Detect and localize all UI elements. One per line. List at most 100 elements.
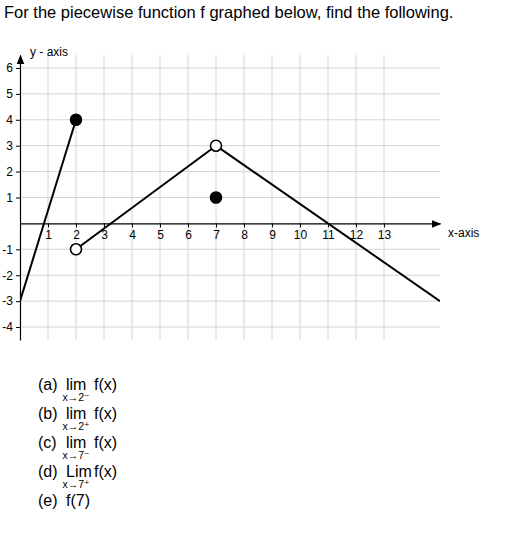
tick-label: 7 <box>213 228 220 242</box>
question-label: (b) <box>38 405 58 422</box>
grid-line-y <box>20 119 440 120</box>
tick-mark <box>16 94 20 95</box>
tick-mark <box>16 172 20 173</box>
y-axis-title: y - axis <box>30 45 68 59</box>
expression: f(x) <box>94 434 117 451</box>
title: For the piecewise function f graphed bel… <box>4 3 453 21</box>
tick-label: 5 <box>157 228 164 242</box>
tick: -3 <box>2 294 20 308</box>
tick-mark <box>384 223 385 227</box>
tick-mark <box>160 223 161 227</box>
plot-area <box>20 114 440 301</box>
tick-label: 8 <box>241 228 248 242</box>
question-label: (e) <box>38 492 58 509</box>
tick-label: -3 <box>2 294 13 308</box>
tick-label: 2 <box>73 228 80 242</box>
x-axis-title: x-axis <box>448 226 479 240</box>
tick-mark <box>356 223 357 227</box>
tick-mark <box>272 223 273 227</box>
grid-line-y <box>20 249 440 250</box>
tick-label: 10 <box>294 228 308 242</box>
y-axis: -4 -3 -2 -1 1 2 3 4 5 6 <box>2 56 20 341</box>
tick-label: 4 <box>6 113 13 127</box>
closed-point <box>211 192 222 203</box>
tick: -1 <box>2 243 20 257</box>
expression: f(7) <box>66 492 90 509</box>
open-point <box>211 140 222 151</box>
tick: 4 <box>6 113 20 127</box>
expression: f(x) <box>94 405 117 422</box>
grid-line-y <box>20 275 440 276</box>
limit-subscript: x→7⁺ <box>62 478 89 490</box>
tick: 2 <box>6 165 20 179</box>
tick-label: 1 <box>45 228 52 242</box>
tick-mark <box>76 223 77 227</box>
tick: 1 <box>6 191 20 205</box>
grid-line-y <box>20 93 440 94</box>
tick-label: 6 <box>185 228 192 242</box>
tick-label: 6 <box>6 61 13 75</box>
tick-mark <box>16 301 20 302</box>
axis-line <box>21 223 441 224</box>
tick-mark <box>132 223 133 227</box>
tick: 9 <box>269 223 276 242</box>
question-label: (d) <box>38 463 58 480</box>
function-segment <box>216 146 440 301</box>
tick: -4 <box>2 320 20 334</box>
tick-label: -1 <box>2 243 13 257</box>
tick: 7 <box>213 223 220 242</box>
function-segment <box>20 120 76 301</box>
tick-mark <box>48 223 49 227</box>
tick: 10 <box>294 223 308 242</box>
limit-subscript: x→7⁻ <box>62 449 89 461</box>
tick-label: -4 <box>2 320 13 334</box>
tick-mark <box>16 120 20 121</box>
tick: 8 <box>241 223 248 242</box>
tick-mark <box>244 223 245 227</box>
grid <box>20 55 440 340</box>
tick-label: 11 <box>322 228 335 242</box>
tick: 5 <box>6 87 20 101</box>
grid-line-y <box>20 327 440 328</box>
tick-mark <box>16 68 20 69</box>
closed-point <box>71 114 82 125</box>
tick-mark <box>16 249 20 250</box>
tick: 5 <box>157 223 164 242</box>
expression: f(x) <box>94 463 117 480</box>
limit-subscript: x→2⁺ <box>62 420 89 432</box>
tick: 1 <box>45 223 52 242</box>
function-segment <box>76 146 216 250</box>
tick-label: 5 <box>6 87 13 101</box>
tick-mark <box>216 223 217 227</box>
limit-subscript: x→2⁻ <box>62 391 89 403</box>
expression: f(x) <box>94 376 117 393</box>
tick-mark <box>16 327 20 328</box>
question-label: (c) <box>38 434 57 451</box>
tick-mark <box>16 146 20 147</box>
tick-label: 9 <box>269 228 276 242</box>
tick: 4 <box>129 223 136 242</box>
tick-label: 3 <box>6 139 13 153</box>
tick-label: -2 <box>2 269 13 283</box>
tick-label: 4 <box>129 228 136 242</box>
tick: 13 <box>378 223 392 242</box>
chart: For the piecewise function f graphed bel… <box>0 0 522 543</box>
tick: -2 <box>2 269 20 283</box>
question-label: (a) <box>38 376 58 393</box>
tick-label: 1 <box>6 191 13 205</box>
grid-line-y <box>20 171 440 172</box>
grid-line-y <box>20 145 440 146</box>
grid-line-y <box>20 67 440 68</box>
tick: 6 <box>185 223 192 242</box>
x-axis: 12345678910111213 <box>21 223 441 242</box>
tick: 3 <box>6 139 20 153</box>
grid-line-y <box>20 197 440 198</box>
tick-label: 13 <box>378 228 392 242</box>
tick: 6 <box>6 61 20 75</box>
questions: (a)limx→2⁻f(x)(b)limx→2⁺f(x)(c)limx→7⁻f(… <box>38 376 117 509</box>
open-point <box>71 244 82 255</box>
tick-mark <box>300 223 301 227</box>
tick-mark <box>188 223 189 227</box>
grid-line-y <box>20 301 440 302</box>
tick-mark <box>16 275 20 276</box>
